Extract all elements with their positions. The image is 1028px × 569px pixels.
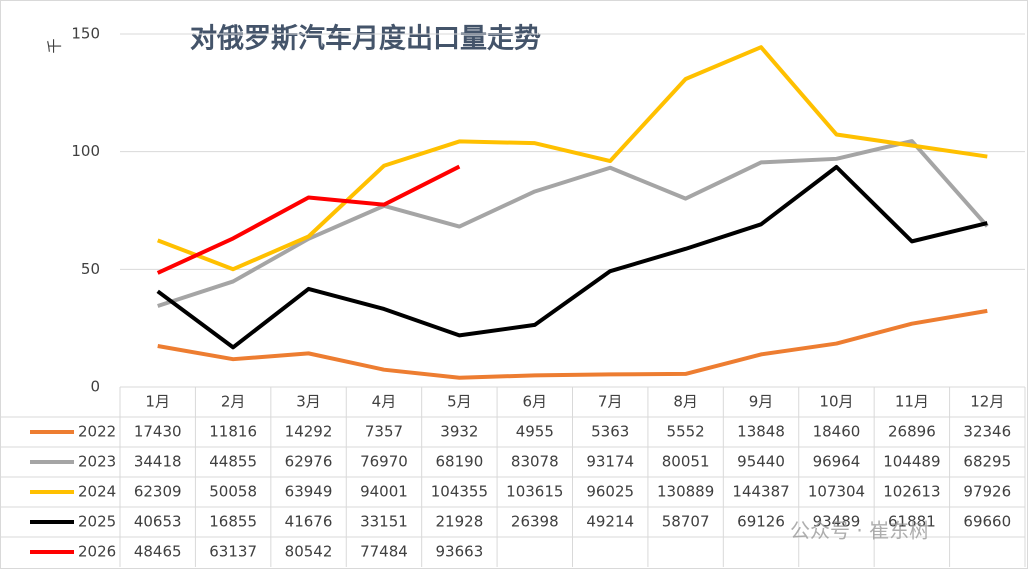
table-cell: 96025 <box>586 483 634 501</box>
table-cell: 5363 <box>591 423 629 441</box>
table-cell: 63949 <box>285 483 333 501</box>
legend-label: 2025 <box>78 513 116 531</box>
table-cell: 62976 <box>285 453 333 471</box>
table-cell: 14292 <box>285 423 333 441</box>
series-line <box>157 139 989 308</box>
table-cell: 83078 <box>511 453 559 471</box>
legend-label: 2024 <box>78 483 116 501</box>
x-tick-label: 11月 <box>895 393 929 411</box>
table-cell: 102613 <box>883 483 940 501</box>
table-cell: 5552 <box>667 423 705 441</box>
table-cell: 62309 <box>134 483 182 501</box>
y-tick-label: 150 <box>71 25 100 43</box>
x-tick-label: 12月 <box>970 393 1004 411</box>
table-cell: 40653 <box>134 513 182 531</box>
table-cell: 95440 <box>737 453 785 471</box>
x-tick-label: 6月 <box>523 393 548 411</box>
y-tick-label: 50 <box>81 260 100 278</box>
table-cell: 3932 <box>440 423 478 441</box>
x-tick-label: 3月 <box>296 393 321 411</box>
table-cell: 44855 <box>209 453 257 471</box>
x-tick-label: 10月 <box>819 393 853 411</box>
table-cell: 130889 <box>657 483 714 501</box>
y-tick-label: 0 <box>90 378 100 396</box>
x-tick-label: 1月 <box>145 393 170 411</box>
table-cell: 76970 <box>360 453 408 471</box>
table-cell: 48465 <box>134 543 182 561</box>
legend-label: 2022 <box>78 423 116 441</box>
table-cell: 69126 <box>737 513 785 531</box>
table-cell: 77484 <box>360 543 408 561</box>
table-cell: 93489 <box>813 513 861 531</box>
table-cell: 16855 <box>209 513 257 531</box>
y-axis-label: 千 <box>46 38 64 53</box>
table-cell: 80542 <box>285 543 333 561</box>
series-line <box>156 164 988 350</box>
table-cell: 103615 <box>506 483 563 501</box>
table-cell: 32346 <box>963 423 1011 441</box>
table-cell: 93663 <box>436 543 484 561</box>
table-cell: 17430 <box>134 423 182 441</box>
table-cell: 93174 <box>586 453 634 471</box>
table-cell: 104355 <box>431 483 488 501</box>
series-line <box>156 164 461 275</box>
chart-title: 对俄罗斯汽车月度出口量走势 <box>190 23 541 55</box>
table-cell: 107304 <box>808 483 865 501</box>
table-cell: 58707 <box>662 513 710 531</box>
y-tick-label: 100 <box>71 142 100 160</box>
x-tick-label: 5月 <box>447 393 472 411</box>
table-cell: 63137 <box>209 543 257 561</box>
table-cell: 69660 <box>963 513 1011 531</box>
table-cell: 41676 <box>285 513 333 531</box>
table-cell: 26896 <box>888 423 936 441</box>
legend-label: 2026 <box>78 543 116 561</box>
series-line <box>157 308 988 380</box>
legend-label: 2023 <box>78 453 116 471</box>
table-cell: 61881 <box>888 513 936 531</box>
table-cell: 21928 <box>436 513 484 531</box>
table-cell: 96964 <box>813 453 861 471</box>
table-cell: 26398 <box>511 513 559 531</box>
table-cell: 18460 <box>813 423 861 441</box>
table-cell: 68190 <box>436 453 484 471</box>
table-cell: 94001 <box>360 483 408 501</box>
table-cell: 80051 <box>662 453 710 471</box>
watermark: 公众号 · 崔东树 <box>790 519 929 543</box>
x-tick-label: 4月 <box>372 393 397 411</box>
series-line <box>156 45 988 272</box>
x-tick-label: 7月 <box>598 393 623 411</box>
table-cell: 68295 <box>963 453 1011 471</box>
table-cell: 4955 <box>516 423 554 441</box>
table-cell: 13848 <box>737 423 785 441</box>
x-tick-label: 9月 <box>749 393 774 411</box>
table-cell: 50058 <box>209 483 257 501</box>
table-cell: 33151 <box>360 513 408 531</box>
table-cell: 104489 <box>883 453 940 471</box>
table-cell: 49214 <box>586 513 634 531</box>
table-cell: 34418 <box>134 453 182 471</box>
table-cell: 11816 <box>209 423 257 441</box>
x-tick-label: 2月 <box>221 393 246 411</box>
table-cell: 97926 <box>963 483 1011 501</box>
table-cell: 7357 <box>365 423 403 441</box>
table-cell: 144387 <box>732 483 789 501</box>
x-tick-label: 8月 <box>673 393 698 411</box>
